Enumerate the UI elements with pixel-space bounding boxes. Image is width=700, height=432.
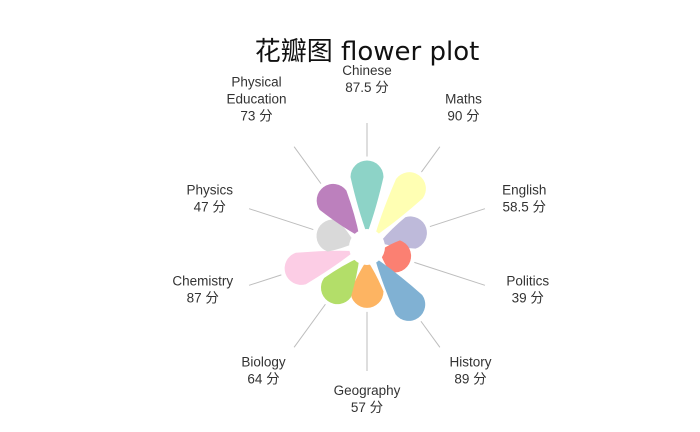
label-value-english: 58.5 分 — [502, 199, 546, 214]
label-maths: Maths 90 分 — [445, 91, 482, 123]
label-chemistry: Chemistry 87 分 — [172, 274, 233, 306]
label-name-physical-education-0: Physical — [231, 74, 281, 89]
label-value-biology: 64 分 — [247, 372, 279, 387]
petals — [284, 160, 427, 321]
label-name-chemistry: Chemistry — [172, 274, 233, 289]
leader-line-english — [429, 208, 486, 228]
leader-line-maths — [421, 146, 441, 173]
label-name-chinese: Chinese — [342, 63, 392, 78]
leader-line-politics — [414, 261, 486, 286]
leader-line-chemistry — [248, 274, 282, 286]
label-chinese: Chinese 87.5 分 — [342, 63, 392, 95]
category-labels: Chinese 87.5 分 Maths 90 分 English 58.5 分 Polit… — [172, 63, 549, 415]
chart-title: 花瓣图 flower plot — [255, 37, 480, 67]
label-physical-education: Physical Education 73 分 — [226, 74, 286, 123]
petal-physics — [316, 219, 355, 252]
petal-biology — [320, 257, 360, 305]
label-physics: Physics 47 分 — [186, 182, 233, 214]
label-name-biology: Biology — [241, 355, 286, 370]
petal-english — [379, 216, 427, 249]
label-geography: Geography 57 分 — [334, 383, 401, 415]
label-value-physical-education: 73 分 — [240, 108, 272, 123]
label-name-geography: Geography — [334, 383, 401, 398]
petal-physical-education — [316, 183, 360, 237]
label-name-history: History — [449, 355, 491, 370]
leader-line-physical-education — [293, 146, 322, 184]
leader-line-history — [420, 320, 441, 348]
leader-line-biology — [293, 303, 326, 348]
petal-maths — [374, 172, 426, 237]
label-value-history: 89 分 — [454, 372, 486, 387]
petal-chinese — [350, 160, 384, 234]
flower-center-hole — [349, 229, 385, 265]
label-name-maths: Maths — [445, 91, 482, 106]
label-value-politics: 39 分 — [512, 291, 544, 306]
petal-history — [374, 257, 426, 321]
label-name-english: English — [502, 182, 546, 197]
label-value-chemistry: 87 分 — [187, 291, 219, 306]
label-name-politics: Politics — [506, 274, 549, 289]
label-value-physics: 47 分 — [194, 199, 226, 214]
label-name-physical-education-1: Education — [226, 91, 286, 106]
label-value-geography: 57 分 — [351, 400, 383, 415]
label-biology: Biology 64 分 — [241, 355, 286, 387]
label-name-physics: Physics — [186, 182, 233, 197]
leader-line-physics — [248, 208, 314, 231]
label-politics: Politics 39 分 — [506, 274, 549, 306]
leader-lines — [248, 123, 486, 371]
petal-politics — [379, 240, 412, 273]
petal-geography — [350, 260, 384, 308]
label-value-chinese: 87.5 分 — [345, 80, 389, 95]
petal-chemistry — [284, 250, 355, 285]
label-value-maths: 90 分 — [447, 108, 479, 123]
label-history: History 89 分 — [449, 355, 491, 387]
label-english: English 58.5 分 — [502, 182, 546, 214]
